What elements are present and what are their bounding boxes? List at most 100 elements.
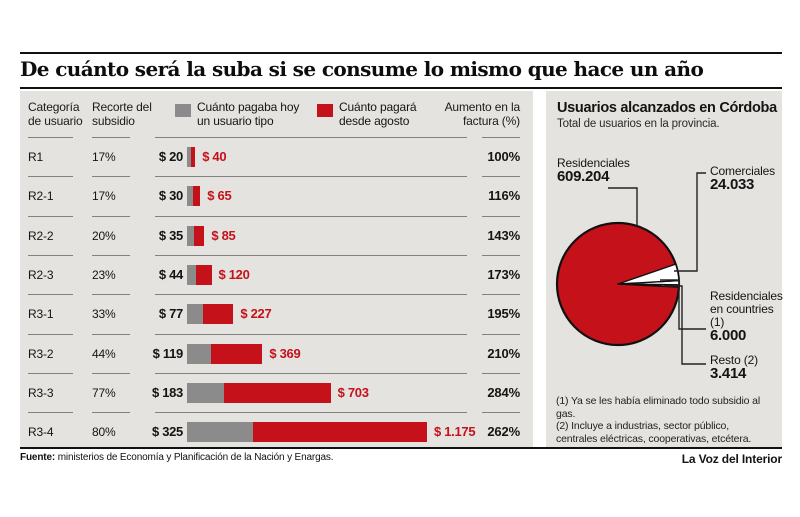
price-today-cell: $ 44 [158, 266, 183, 282]
title-rule [20, 87, 782, 89]
bar-increase [193, 186, 201, 207]
footnote-1: (1) Ya se les había eliminado todo subsi… [556, 395, 761, 420]
row-separator [482, 333, 520, 335]
bottom-rule [20, 447, 782, 449]
tariff-table-panel: Categoría de usuario Recorte del subsidi… [20, 91, 533, 447]
row-separator [482, 372, 520, 374]
legend-august-label: Cuánto pagará desde agosto [339, 100, 417, 128]
pie-label-countries-text: Residenciales en countries (1) [710, 289, 783, 329]
pie-value-countries: 6.000 [710, 327, 747, 344]
row-separator [28, 294, 73, 296]
legend-red-swatch-icon [317, 104, 333, 117]
category-cell: R3-4 [28, 425, 54, 440]
bar-increase [224, 382, 331, 403]
table-row: R2-1 17% $ 30 $ 65 116% [20, 176, 533, 217]
pie-label-residenciales-text: Residenciales [557, 156, 630, 170]
bar-today [187, 225, 195, 246]
row-separator [92, 254, 130, 256]
pie-value-comerciales: 24.033 [710, 176, 755, 193]
increase-pct-cell: 116% [488, 188, 520, 204]
subsidy-cut-cell: 17% [92, 189, 116, 204]
users-pie-chart [555, 172, 706, 365]
bar-today [187, 147, 192, 167]
category-cell: R3-1 [28, 307, 54, 322]
bar-today [187, 186, 194, 207]
pie-value-resto: 3.414 [710, 365, 747, 382]
category-cell: R2-1 [28, 189, 54, 204]
price-today-cell: $ 325 [151, 424, 183, 440]
row-separator [92, 215, 130, 217]
source-label: Fuente: [20, 452, 56, 463]
row-separator [92, 412, 130, 414]
source-text: ministerios de Economía y Planificación … [55, 452, 334, 463]
row-separator [28, 215, 73, 217]
bar-today [187, 304, 203, 325]
bar-increase [194, 225, 205, 246]
price-august-label: $ 703 [337, 384, 369, 400]
pie-label-countries: Residenciales en countries (1) 6.000 [710, 289, 788, 344]
category-cell: R2-3 [28, 267, 54, 282]
subsidy-cut-cell: 33% [92, 307, 116, 322]
bar-increase [211, 343, 263, 364]
row-separator [155, 137, 467, 138]
table-row: R2-2 20% $ 35 $ 85 143% [20, 215, 533, 257]
price-august-label: $ 369 [269, 345, 301, 361]
row-separator [92, 137, 130, 138]
price-today-cell: $ 20 [158, 149, 183, 164]
pie-label-residenciales: Residenciales 609.204 [557, 156, 630, 185]
price-today-cell: $ 30 [158, 188, 183, 204]
table-row: R1 17% $ 20 $ 40 100% [20, 137, 533, 178]
increase-pct-cell: 143% [487, 227, 520, 243]
legend-today-label: Cuánto pagaba hoy un usuario tipo [197, 100, 300, 128]
table-row: R3-2 44% $ 119 $ 369 210% [20, 333, 533, 375]
row-separator [482, 294, 520, 296]
pie-label-resto: Resto (2) 3.414 [710, 354, 758, 382]
users-panel-subtitle: Total de usuarios en la provincia. [557, 118, 720, 130]
pie-label-comerciales: Comerciales 24.033 [710, 164, 776, 193]
row-separator [482, 176, 520, 178]
subsidy-cut-cell: 17% [92, 150, 116, 164]
row-separator [28, 372, 73, 374]
increase-pct-cell: 173% [487, 266, 520, 282]
bar-today [187, 343, 212, 364]
table-row: R2-3 23% $ 44 $ 120 173% [20, 254, 533, 296]
users-panel-title: Usuarios alcanzados en Córdoba [557, 100, 777, 116]
row-separator [28, 176, 73, 178]
row-separator [155, 294, 467, 296]
increase-pct-cell: 262% [487, 424, 520, 440]
row-separator [155, 254, 467, 256]
row-separator [482, 254, 520, 256]
row-separator [28, 412, 73, 414]
bar-increase [253, 422, 427, 443]
row-separator [92, 176, 130, 178]
header-category: Categoría de usuario [28, 100, 83, 128]
row-separator [92, 333, 130, 335]
subsidy-cut-cell: 44% [92, 346, 116, 361]
row-separator [155, 333, 467, 335]
subsidy-cut-cell: 80% [92, 425, 116, 440]
source-line: Fuente: ministerios de Economía y Planif… [20, 452, 334, 463]
table-row: R3-1 33% $ 77 $ 227 195% [20, 294, 533, 335]
row-separator [482, 137, 520, 138]
category-cell: R1 [28, 150, 44, 164]
header-subsidy: Recorte del subsidio [92, 100, 152, 128]
row-separator [28, 254, 73, 256]
users-panel: Usuarios alcanzados en Córdoba Total de … [546, 91, 783, 447]
row-separator [155, 412, 467, 414]
category-cell: R3-3 [28, 385, 54, 400]
row-separator [482, 412, 520, 414]
bar-today [187, 422, 254, 443]
bar-today [187, 264, 196, 285]
bar-increase [202, 304, 234, 325]
increase-pct-cell: 210% [487, 345, 520, 361]
table-row: R3-4 80% $ 325 $ 1.175 262% [20, 412, 533, 453]
price-today-cell: $ 77 [158, 306, 183, 322]
table-row: R3-3 77% $ 183 $ 703 284% [20, 372, 533, 414]
price-august-label: $ 85 [211, 227, 236, 243]
pie-label-comerciales-text: Comerciales [710, 164, 776, 178]
price-august-label: $ 227 [240, 306, 272, 322]
category-cell: R2-2 [28, 228, 54, 243]
footnote-2: (2) Incluye a industrias, sector público… [556, 420, 752, 445]
pie-footnotes: (1) Ya se les había eliminado todo subsi… [556, 395, 772, 445]
